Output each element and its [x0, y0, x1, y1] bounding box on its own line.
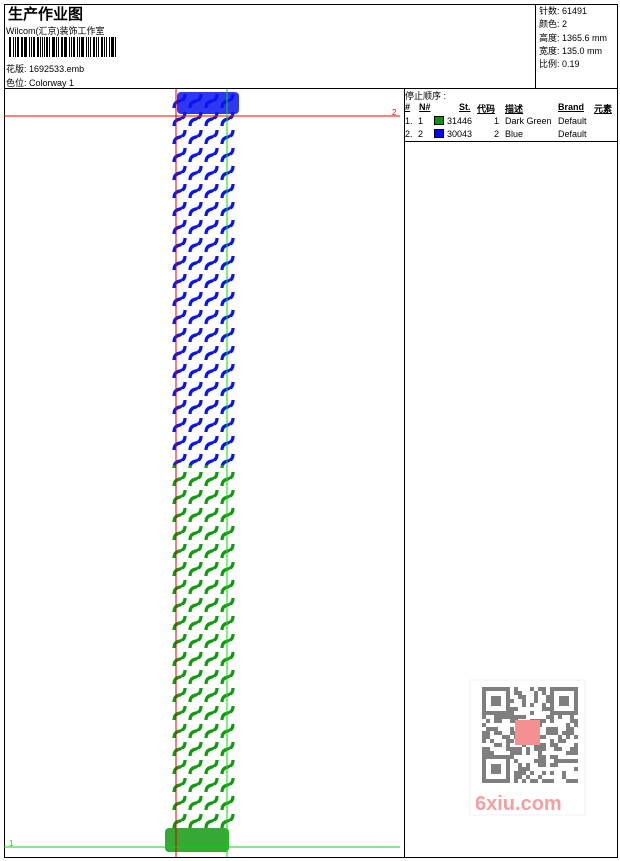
col-code: 代码: [477, 104, 496, 114]
info-stitches: 针数: 61491: [539, 6, 588, 16]
col-element: 元素: [594, 104, 613, 114]
header: [4, 4, 618, 89]
col-brand: Brand: [558, 102, 585, 112]
colorway-label: 色位:: [6, 78, 27, 88]
info-width: 宽度: 135.0 mm: [539, 45, 603, 56]
green-bottom-band: [165, 828, 229, 852]
page-title: 生产作业图: [8, 6, 84, 23]
file-name: 花版: 1692533.emb: [6, 62, 84, 75]
stop-sequence-panel: [404, 89, 618, 858]
col-index: #: [405, 102, 411, 112]
blue-top-band: [177, 92, 239, 114]
start-marker: 2: [392, 108, 397, 117]
info-height: 高度: 1365.6 mm: [539, 32, 608, 43]
file-label: 花版:: [6, 64, 27, 74]
colorway: 色位: Colorway 1: [6, 76, 74, 89]
info-scale: 比例: 0.19: [539, 59, 580, 70]
stop-sequence-title: 停止顺序 :: [405, 91, 447, 101]
green-stitch-area: [172, 465, 236, 830]
colorway-value: Colorway 1: [29, 78, 75, 88]
watermark-text: 6xiu.com: [475, 793, 562, 815]
end-marker: 1: [9, 839, 14, 848]
col-number: N#: [419, 102, 431, 112]
watermark-qr: 6xiu.com: [469, 679, 586, 816]
table-row[interactable]: 2. 2 30043 2 Blue Default: [405, 129, 587, 139]
color-swatch: [434, 129, 444, 138]
blue-stitch-area: [172, 92, 236, 465]
col-description: 描述: [505, 104, 524, 114]
color-swatch: [434, 116, 444, 125]
table-row[interactable]: 1. 1 31446 1 Dark Green Default: [405, 116, 587, 126]
file-value: 1692533.emb: [29, 64, 85, 74]
design-info: 针数: 61491 颜色: 2 高度: 1365.6 mm 宽度: 135.0 …: [535, 4, 618, 89]
info-colors: 颜色: 2: [539, 19, 568, 30]
barcode: [9, 37, 118, 57]
sheet-frame: [4, 4, 618, 858]
col-stitches: St.: [459, 102, 471, 112]
company-name: Wilcom(汇京)装饰工作室: [6, 26, 105, 36]
table-divider: [404, 141, 618, 142]
